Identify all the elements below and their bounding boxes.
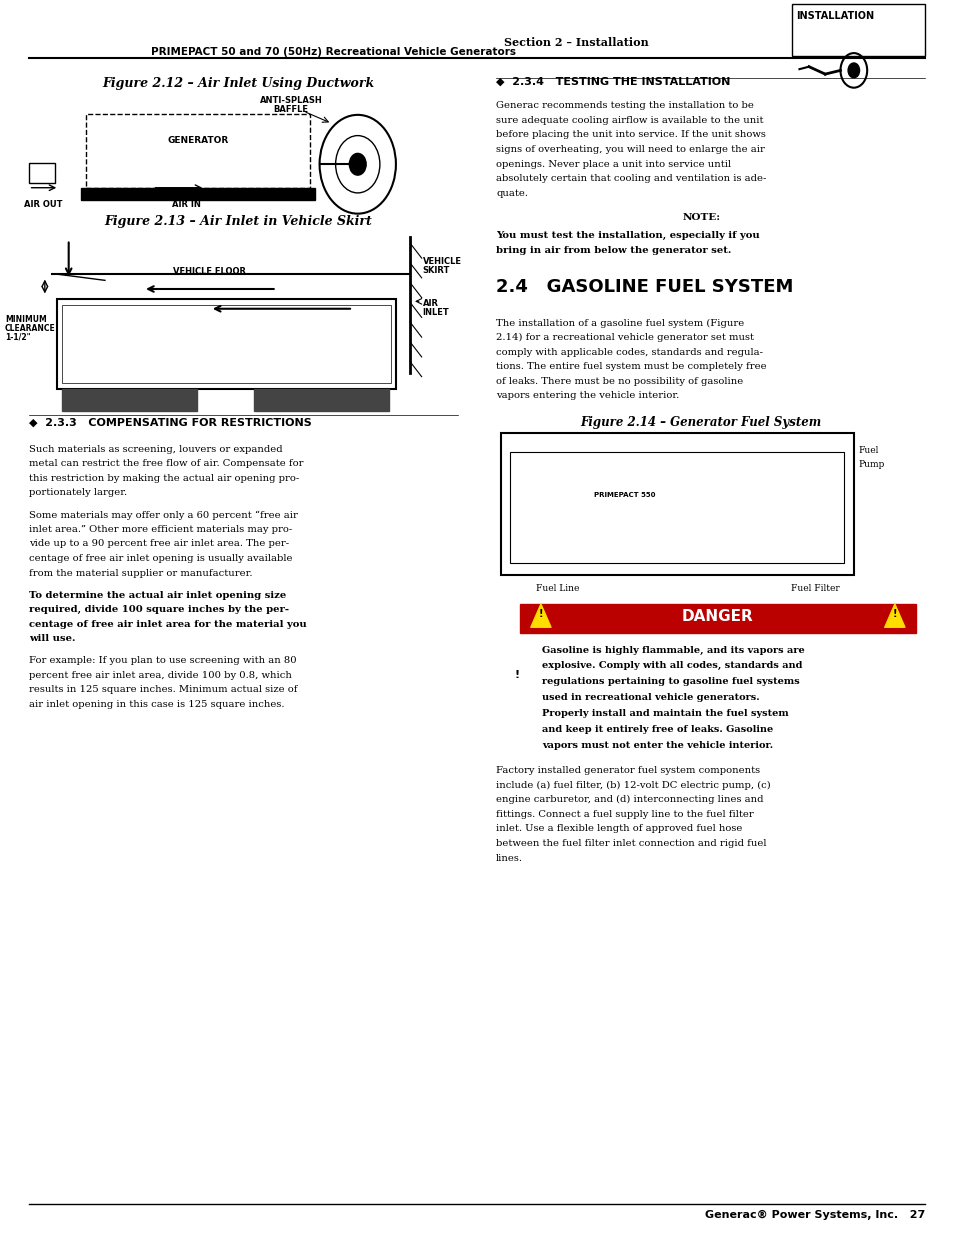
Text: !: !: [538, 609, 542, 619]
Text: NOTE:: NOTE:: [681, 214, 720, 222]
Text: bring in air from below the generator set.: bring in air from below the generator se…: [496, 246, 731, 254]
Text: vide up to a 90 percent free air inlet area. The per-: vide up to a 90 percent free air inlet a…: [29, 540, 289, 548]
Text: regulations pertaining to gasoline fuel systems: regulations pertaining to gasoline fuel …: [541, 677, 799, 687]
Text: INSTALLATION: INSTALLATION: [796, 11, 874, 21]
Text: sure adequate cooling airflow is available to the unit: sure adequate cooling airflow is availab…: [496, 116, 762, 125]
Circle shape: [847, 63, 859, 78]
Bar: [510, 452, 843, 563]
Text: air inlet opening in this case is 125 square inches.: air inlet opening in this case is 125 sq…: [29, 700, 284, 709]
Text: Pump: Pump: [858, 461, 884, 469]
Bar: [519, 604, 915, 634]
Text: percent free air inlet area, divide 100 by 0.8, which: percent free air inlet area, divide 100 …: [29, 671, 292, 679]
Text: quate.: quate.: [496, 189, 528, 198]
Text: fittings. Connect a fuel supply line to the fuel filter: fittings. Connect a fuel supply line to …: [496, 810, 753, 819]
Text: MINIMUM: MINIMUM: [5, 315, 47, 324]
Text: VEHICLE: VEHICLE: [422, 257, 461, 266]
Text: vapors entering the vehicle interior.: vapors entering the vehicle interior.: [496, 391, 679, 400]
Text: SKIRT: SKIRT: [422, 266, 450, 274]
Text: signs of overheating, you will need to enlarge the air: signs of overheating, you will need to e…: [496, 144, 764, 154]
Text: Gasoline is highly flammable, and its vapors are: Gasoline is highly flammable, and its va…: [541, 646, 803, 655]
Text: of leaks. There must be no possibility of gasoline: of leaks. There must be no possibility o…: [496, 377, 742, 385]
Text: AIR IN: AIR IN: [172, 200, 200, 209]
Text: used in recreational vehicle generators.: used in recreational vehicle generators.: [541, 693, 759, 701]
Text: Generac recommends testing the installation to be: Generac recommends testing the installat…: [496, 101, 753, 110]
Text: To determine the actual air inlet opening size: To determine the actual air inlet openin…: [29, 590, 286, 599]
Text: Figure 2.13 – Air Inlet in Vehicle Skirt: Figure 2.13 – Air Inlet in Vehicle Skirt: [105, 215, 372, 228]
Text: ◆  2.3.4   TESTING THE INSTALLATION: ◆ 2.3.4 TESTING THE INSTALLATION: [496, 77, 730, 86]
Text: portionately larger.: portionately larger.: [29, 488, 127, 498]
Text: inlet area.” Other more efficient materials may pro-: inlet area.” Other more efficient materi…: [29, 525, 292, 534]
Text: include (a) fuel filter, (b) 12-volt DC electric pump, (c): include (a) fuel filter, (b) 12-volt DC …: [496, 781, 770, 790]
Text: !: !: [514, 671, 519, 680]
Text: INLET: INLET: [422, 308, 449, 316]
Text: 2.4   GASOLINE FUEL SYSTEM: 2.4 GASOLINE FUEL SYSTEM: [496, 278, 793, 296]
Text: AIR OUT: AIR OUT: [24, 200, 62, 209]
Text: this restriction by making the actual air opening pro-: this restriction by making the actual ai…: [29, 474, 298, 483]
Text: Generac® Power Systems, Inc.   27: Generac® Power Systems, Inc. 27: [704, 1210, 924, 1220]
Text: For example: If you plan to use screening with an 80: For example: If you plan to use screenin…: [29, 656, 296, 666]
Text: Factory installed generator fuel system components: Factory installed generator fuel system …: [496, 766, 760, 776]
Text: and keep it entirely free of leaks. Gasoline: and keep it entirely free of leaks. Gaso…: [541, 725, 772, 734]
Text: Figure 2.12 – Air Inlet Using Ductwork: Figure 2.12 – Air Inlet Using Ductwork: [102, 77, 375, 90]
Text: Fuel Line: Fuel Line: [536, 584, 579, 593]
Polygon shape: [530, 604, 551, 627]
Text: openings. Never place a unit into service until: openings. Never place a unit into servic…: [496, 159, 730, 168]
Bar: [62, 305, 391, 383]
Text: Fuel: Fuel: [858, 446, 878, 454]
Text: BAFFLE: BAFFLE: [274, 105, 308, 114]
Text: 1-1/2": 1-1/2": [5, 332, 30, 341]
Text: DANGER: DANGER: [681, 609, 753, 624]
Text: metal can restrict the free flow of air. Compensate for: metal can restrict the free flow of air.…: [29, 459, 303, 468]
Text: VEHICLE FLOOR: VEHICLE FLOOR: [173, 267, 246, 275]
Bar: [57, 299, 395, 389]
Bar: [81, 188, 314, 200]
Text: absolutely certain that cooling and ventilation is ade-: absolutely certain that cooling and vent…: [496, 174, 765, 183]
Text: PRIMEPACT 550: PRIMEPACT 550: [593, 492, 655, 498]
Text: You must test the installation, especially if you: You must test the installation, especial…: [496, 231, 759, 241]
Text: tions. The entire fuel system must be completely free: tions. The entire fuel system must be co…: [496, 362, 766, 372]
Text: ANTI-SPLASH: ANTI-SPLASH: [259, 96, 322, 105]
Bar: [62, 389, 197, 411]
Text: 2.14) for a recreational vehicle generator set must: 2.14) for a recreational vehicle generat…: [496, 333, 753, 342]
Text: lines.: lines.: [496, 853, 522, 862]
Text: Figure 2.14 – Generator Fuel System: Figure 2.14 – Generator Fuel System: [580, 416, 821, 429]
Text: will use.: will use.: [29, 635, 75, 643]
Text: centage of free air inlet opening is usually available: centage of free air inlet opening is usu…: [29, 555, 292, 563]
Bar: [791, 4, 924, 56]
Text: Such materials as screening, louvers or expanded: Such materials as screening, louvers or …: [29, 445, 282, 453]
Circle shape: [349, 153, 366, 175]
Text: PRIMEPACT 50 and 70 (50Hz) Recreational Vehicle Generators: PRIMEPACT 50 and 70 (50Hz) Recreational …: [152, 47, 516, 57]
Text: results in 125 square inches. Minimum actual size of: results in 125 square inches. Minimum ac…: [29, 685, 296, 694]
Text: ◆  2.3.3   COMPENSATING FOR RESTRICTIONS: ◆ 2.3.3 COMPENSATING FOR RESTRICTIONS: [29, 417, 311, 427]
Bar: [500, 433, 853, 576]
Polygon shape: [883, 604, 904, 627]
Text: Fuel Filter: Fuel Filter: [790, 584, 840, 593]
Text: The installation of a gasoline fuel system (Figure: The installation of a gasoline fuel syst…: [496, 319, 743, 327]
Text: Section 2 – Installation: Section 2 – Installation: [503, 37, 648, 48]
Bar: [253, 389, 389, 411]
Text: GENERATOR: GENERATOR: [167, 136, 229, 146]
Text: comply with applicable codes, standards and regula-: comply with applicable codes, standards …: [496, 348, 762, 357]
Text: explosive. Comply with all codes, standards and: explosive. Comply with all codes, standa…: [541, 662, 801, 671]
Text: engine carburetor, and (d) interconnecting lines and: engine carburetor, and (d) interconnecti…: [496, 795, 762, 804]
Text: required, divide 100 square inches by the per-: required, divide 100 square inches by th…: [29, 605, 289, 614]
Text: CLEARANCE: CLEARANCE: [5, 324, 55, 332]
Text: Properly install and maintain the fuel system: Properly install and maintain the fuel s…: [541, 709, 788, 718]
Text: !: !: [892, 609, 896, 619]
Text: between the fuel filter inlet connection and rigid fuel: between the fuel filter inlet connection…: [496, 839, 766, 848]
Text: Some materials may offer only a 60 percent “free air: Some materials may offer only a 60 perce…: [29, 510, 297, 520]
Text: inlet. Use a flexible length of approved fuel hose: inlet. Use a flexible length of approved…: [496, 825, 741, 834]
Text: from the material supplier or manufacturer.: from the material supplier or manufactur…: [29, 568, 252, 578]
Bar: [29, 163, 55, 183]
Text: before placing the unit into service. If the unit shows: before placing the unit into service. If…: [496, 131, 765, 140]
Text: AIR: AIR: [422, 299, 438, 308]
Polygon shape: [499, 658, 534, 698]
Text: vapors must not enter the vehicle interior.: vapors must not enter the vehicle interi…: [541, 741, 772, 750]
Text: centage of free air inlet area for the material you: centage of free air inlet area for the m…: [29, 620, 306, 629]
